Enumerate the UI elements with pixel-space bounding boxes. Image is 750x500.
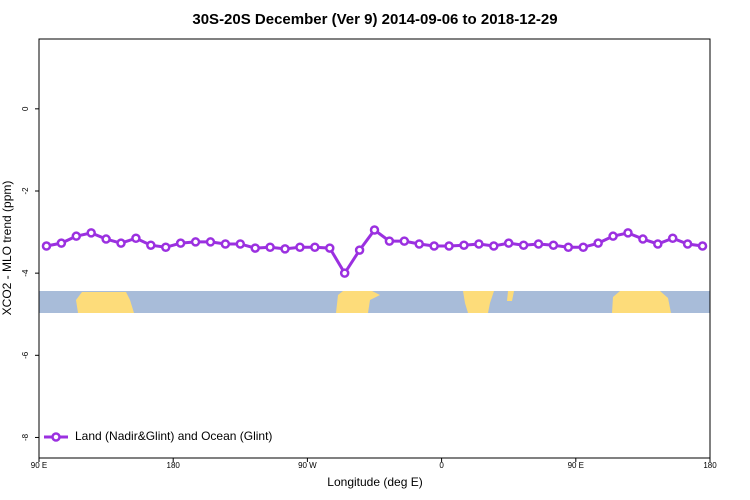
- point: [295, 242, 305, 253]
- land: [76, 292, 134, 313]
- point: [414, 239, 424, 249]
- y-tick-label: 0: [21, 106, 30, 111]
- point: [280, 244, 290, 254]
- plot-frame: [38, 38, 711, 459]
- y-axis-label: XCO2 - MLO trend (ppm): [0, 181, 14, 316]
- point: [429, 241, 439, 251]
- point: [682, 239, 693, 249]
- point: [369, 225, 380, 235]
- point: [265, 242, 275, 253]
- legend-label: Land (Nadir&Glint) and Ocean (Glint): [75, 429, 272, 443]
- point: [325, 243, 335, 253]
- point: [41, 241, 52, 251]
- y-tick-label: -4: [21, 269, 30, 277]
- point: [608, 231, 618, 241]
- chart-title: 30S-20S December (Ver 9) 2014-09-06 to 2…: [192, 11, 557, 28]
- point: [444, 241, 454, 251]
- point: [56, 238, 67, 248]
- point: [160, 242, 171, 253]
- point: [638, 234, 648, 244]
- point: [205, 237, 216, 247]
- x-tick-label: 90 E: [568, 461, 584, 470]
- point: [548, 240, 559, 250]
- point: [653, 239, 663, 249]
- point: [190, 237, 201, 247]
- map-band: [39, 291, 710, 313]
- x-tick-label: 180: [703, 461, 717, 470]
- point: [175, 238, 186, 248]
- point: [86, 228, 96, 238]
- point: [533, 239, 544, 249]
- point: [474, 239, 484, 249]
- point: [131, 233, 141, 243]
- point: [71, 231, 82, 241]
- point: [220, 239, 231, 249]
- land: [336, 291, 380, 313]
- point: [399, 236, 410, 246]
- point: [518, 240, 529, 250]
- y-tick-label: -6: [21, 351, 30, 359]
- x-axis-label: Longitude (deg E): [327, 475, 422, 489]
- point: [459, 240, 469, 250]
- point: [235, 239, 246, 249]
- point: [578, 242, 589, 253]
- land: [507, 291, 514, 301]
- point: [667, 233, 678, 243]
- point: [310, 242, 320, 253]
- x-tick-label: 0: [439, 461, 444, 470]
- series-line: [46, 227, 703, 276]
- point: [116, 238, 126, 248]
- point: [384, 236, 395, 246]
- point: [563, 242, 574, 253]
- point: [489, 241, 499, 251]
- x-tick-label: 180: [167, 461, 181, 470]
- legend-marker: [51, 432, 61, 442]
- x-tick-label: 90 E: [31, 461, 47, 470]
- point: [146, 240, 156, 250]
- y-tick-label: -8: [21, 433, 30, 441]
- point: [339, 268, 350, 278]
- point: [250, 243, 260, 253]
- x-tick-label: 90 W: [298, 461, 317, 470]
- point: [697, 241, 708, 251]
- point: [623, 228, 633, 238]
- land: [463, 291, 494, 313]
- ocean: [39, 291, 710, 313]
- y-tick-label: -2: [21, 187, 30, 195]
- point: [503, 238, 514, 248]
- point: [101, 234, 111, 244]
- point: [354, 245, 365, 255]
- point: [593, 238, 603, 248]
- land: [612, 291, 671, 313]
